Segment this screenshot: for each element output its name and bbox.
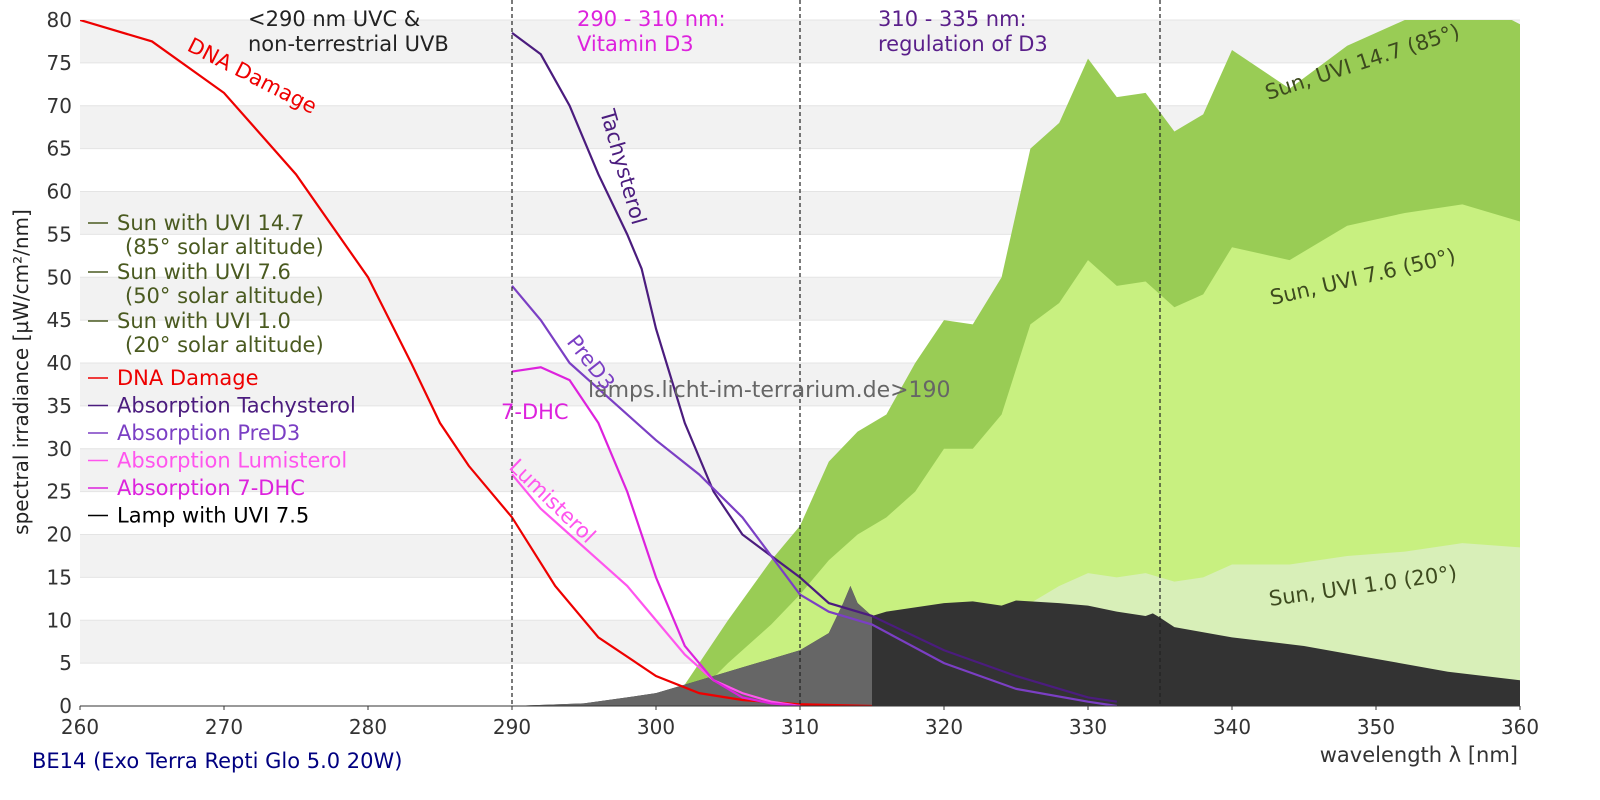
legend-label: Sun with UVI 14.7 <box>117 211 304 235</box>
y-tick-label: 5 <box>59 651 72 675</box>
y-tick-label: 45 <box>47 308 72 332</box>
legend-sub: (50° solar altitude) <box>125 284 324 308</box>
line <box>511 473 801 706</box>
area-highlight <box>512 585 872 706</box>
line <box>511 366 801 706</box>
legend-label: Absorption PreD3 <box>117 421 300 445</box>
x-tick-label: 330 <box>1069 715 1107 739</box>
legend-label: Sun with UVI 1.0 <box>117 309 291 333</box>
y-tick-label: 60 <box>47 180 72 204</box>
x-tick-label: 300 <box>637 715 675 739</box>
watermark: lamps.licht-im-terrarium.de>190 <box>588 378 951 403</box>
x-tick-label: 340 <box>1213 715 1251 739</box>
annotation: 310 - 335 nm: <box>878 7 1027 31</box>
y-tick-label: 70 <box>47 94 72 118</box>
x-tick-label: 320 <box>925 715 963 739</box>
legend-label: Absorption Tachysterol <box>117 394 356 418</box>
annotation: regulation of D3 <box>878 32 1048 56</box>
annotation: Vitamin D3 <box>577 32 694 56</box>
overlay: 0 5 10 15 20 25 30 35 40 45 50 55 60 65 70 75 80 260 270 28… <box>47 0 1539 739</box>
y-tick-label: 25 <box>47 480 72 504</box>
y-tick-label: 80 <box>47 8 72 32</box>
x-tick-label: 260 <box>61 715 99 739</box>
y-tick-label: 40 <box>47 351 72 375</box>
legend-label: DNA Damage <box>117 366 259 390</box>
x-axis-label: wavelength λ [nm] <box>1320 743 1518 767</box>
legend-label: Absorption 7-DHC <box>117 476 305 500</box>
legend-label: Lamp with UVI 7.5 <box>117 504 309 528</box>
curve-label: 7-DHC <box>501 400 569 424</box>
legend-label: Sun with UVI 7.6 <box>117 260 291 284</box>
y-tick-label: 65 <box>47 137 72 161</box>
legend: Sun with UVI 14.7(85° solar altitude)Sun… <box>88 211 356 528</box>
annotation: 290 - 310 nm: <box>577 7 726 31</box>
x-tick-label: 270 <box>205 715 243 739</box>
y-tick-label: 75 <box>47 51 72 75</box>
annotation: non-terrestrial UVB <box>248 32 449 56</box>
legend-label: Absorption Lumisterol <box>117 449 347 473</box>
y-tick-label: 15 <box>47 565 72 589</box>
y-tick-label: 35 <box>47 394 72 418</box>
legend-sub: (85° solar altitude) <box>125 235 324 259</box>
y-axis-label: spectral irradiance [µW/cm²/nm] <box>9 209 33 535</box>
x-tick-label: 350 <box>1357 715 1395 739</box>
y-tick-label: 0 <box>59 694 72 718</box>
x-tick-label: 290 <box>493 715 531 739</box>
x-tick-label: 360 <box>1501 715 1539 739</box>
annotation: <290 nm UVC & <box>248 7 420 31</box>
y-tick-label: 30 <box>47 437 72 461</box>
line <box>80 20 873 706</box>
grid-band <box>80 20 1520 63</box>
y-tick-label: 20 <box>47 523 72 547</box>
x-tick-label: 310 <box>781 715 819 739</box>
line <box>511 285 1117 706</box>
x-tick-label: 280 <box>349 715 387 739</box>
line <box>511 31 1117 703</box>
legend-sub: (20° solar altitude) <box>125 333 324 357</box>
y-tick-label: 10 <box>47 608 72 632</box>
plot-area <box>80 20 1520 706</box>
y-tick-label: 50 <box>47 265 72 289</box>
footer: BE14 (Exo Terra Repti Glo 5.0 20W) <box>32 749 402 773</box>
y-tick-label: 55 <box>47 222 72 246</box>
